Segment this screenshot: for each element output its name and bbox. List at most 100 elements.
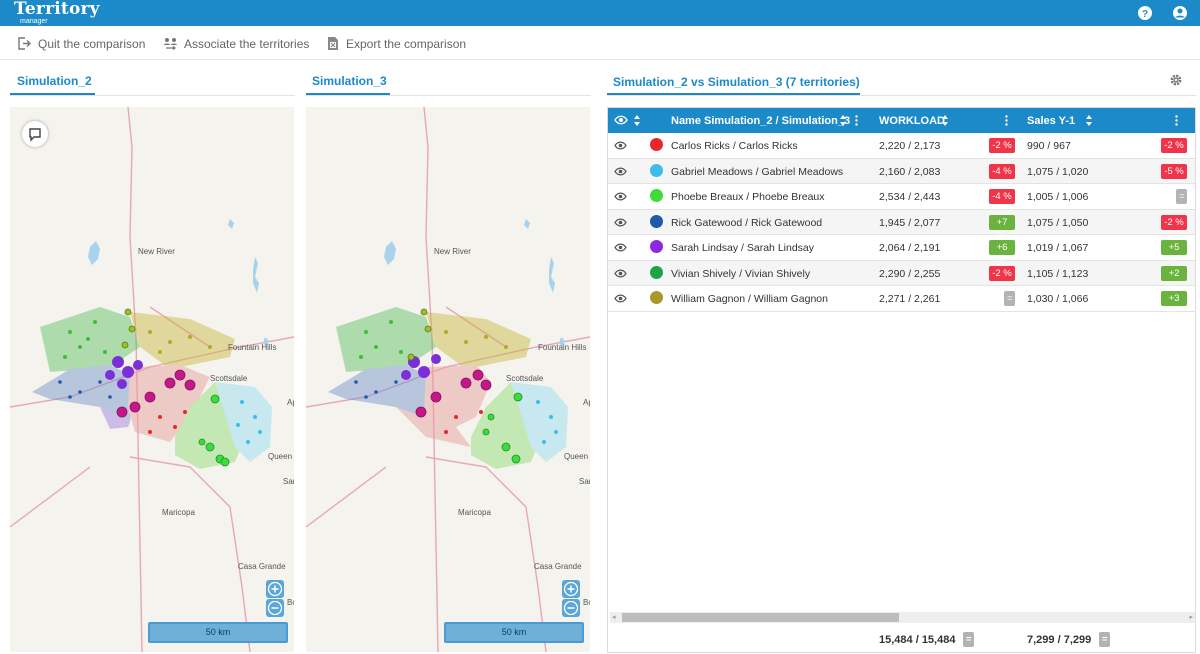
eye-icon[interactable] xyxy=(614,218,627,227)
table-row[interactable]: Carlos Ricks / Carlos Ricks 2,220 / 2,173… xyxy=(608,133,1195,159)
map-scale: 50 km xyxy=(148,622,288,643)
territory-color-dot xyxy=(650,163,663,177)
header-workload[interactable]: WORKLOAD xyxy=(879,115,945,127)
tab-underline xyxy=(10,93,95,96)
label-san: San xyxy=(579,477,590,486)
map-simulation-2[interactable]: New River Fountain Hills Scottsdale Quee… xyxy=(10,107,294,652)
tab-simulation-3[interactable]: Simulation_3 xyxy=(306,74,390,96)
territory-color-dot xyxy=(650,214,663,228)
zoom-out-button[interactable] xyxy=(562,599,580,617)
label-b: Bo xyxy=(583,598,590,607)
workload-delta-badge: -4 % xyxy=(989,163,1015,179)
label-casa-grande: Casa Grande xyxy=(534,562,582,571)
sort-icon[interactable] xyxy=(941,115,949,126)
map-roads xyxy=(306,107,590,652)
logo-text: Territory xyxy=(14,0,100,19)
scrollbar-thumb[interactable] xyxy=(622,613,899,622)
comment-icon xyxy=(29,128,41,142)
table-row[interactable]: Sarah Lindsay / Sarah Lindsay 2,064 / 2,1… xyxy=(608,235,1195,268)
column-menu-icon[interactable] xyxy=(1175,115,1178,126)
eye-icon[interactable] xyxy=(614,115,628,125)
sort-icon[interactable] xyxy=(633,115,641,126)
footer-sales-delta: = xyxy=(1099,632,1110,647)
table-header: Name Simulation_2 / Simulation_3 WORKLOA… xyxy=(608,108,1195,133)
zoom-out-button[interactable] xyxy=(266,599,284,617)
divider xyxy=(10,95,295,96)
gear-icon[interactable] xyxy=(1169,73,1183,87)
zoom-in-button[interactable] xyxy=(562,580,580,598)
table-row[interactable]: William Gagnon / William Gagnon 2,271 / 2… xyxy=(608,286,1195,319)
workload-value: 2,534 / 2,443 xyxy=(879,191,941,203)
territory-points xyxy=(354,308,558,464)
sales-value: 1,019 / 1,067 xyxy=(1027,242,1089,254)
people-link-icon xyxy=(164,38,177,50)
label-fountain-hills: Fountain Hills xyxy=(538,343,586,352)
exit-icon xyxy=(18,37,31,50)
sort-icon[interactable] xyxy=(839,115,847,126)
quit-comparison-button[interactable]: Quit the comparison xyxy=(17,36,145,51)
export-file-icon xyxy=(328,37,338,50)
table-row[interactable]: Vivian Shively / Vivian Shively 2,290 / 2… xyxy=(608,260,1195,294)
sales-delta-badge: +5 % xyxy=(1161,240,1187,268)
workload-delta-badge: -4 % xyxy=(989,189,1015,204)
divider xyxy=(306,95,591,96)
territory-regions xyxy=(32,307,272,469)
sales-delta-badge: -2 % xyxy=(1161,214,1187,230)
zoom-in-button[interactable] xyxy=(266,580,284,598)
app-logo[interactable]: Territory manager xyxy=(14,0,100,26)
label-san: San xyxy=(283,477,294,486)
header-sales[interactable]: Sales Y-1 xyxy=(1027,115,1076,127)
plus-icon xyxy=(563,581,579,597)
workload-delta-badge: = xyxy=(1004,291,1015,306)
comment-button[interactable] xyxy=(22,121,48,147)
sales-delta-badge: = xyxy=(1176,189,1187,204)
territory-color-dot xyxy=(650,240,663,253)
export-comparison-label: Export the comparison xyxy=(346,36,467,51)
sales-delta-badge: -2 % xyxy=(1161,138,1187,153)
workload-value: 2,290 / 2,255 xyxy=(879,267,941,280)
map-place-labels: New River Fountain Hills Scottsdale Quee… xyxy=(138,247,294,607)
territory-name: Phoebe Breaux / Phoebe Breaux xyxy=(671,191,825,203)
export-comparison-button[interactable]: Export the comparison xyxy=(326,36,466,51)
table-row[interactable]: Gabriel Meadows / Gabriel Meadows 2,160 /… xyxy=(608,158,1195,184)
horizontal-scrollbar[interactable]: ◂ ▸ xyxy=(610,612,1195,623)
scroll-right-icon[interactable]: ▸ xyxy=(1189,614,1193,621)
map-canvas[interactable]: New River Fountain Hills Scottsdale Quee… xyxy=(306,107,590,652)
map-simulation-3[interactable]: New River Fountain Hills Scottsdale Quee… xyxy=(306,107,590,652)
sales-value: 1,105 / 1,123 xyxy=(1027,267,1089,280)
eye-icon[interactable] xyxy=(614,294,627,303)
territory-color-dot xyxy=(650,138,663,151)
territory-color-dot xyxy=(650,291,663,304)
territory-regions xyxy=(328,307,568,469)
top-bar: Territory manager ? xyxy=(0,0,1200,26)
territory-name: Sarah Lindsay / Sarah Lindsay xyxy=(671,242,815,254)
map-scale: 50 km xyxy=(444,622,584,643)
eye-icon[interactable] xyxy=(614,192,627,201)
label-b: Bo xyxy=(287,598,294,607)
comparison-title-text: Simulation_2 vs Simulation_3 (7 territor… xyxy=(613,75,860,89)
eye-icon[interactable] xyxy=(614,269,627,278)
territory-name: Vivian Shively / Vivian Shively xyxy=(671,267,811,280)
label-apache: Ap xyxy=(583,398,590,407)
sales-value: 1,075 / 1,020 xyxy=(1027,165,1089,178)
sort-icon[interactable] xyxy=(1085,115,1093,126)
help-icon[interactable]: ? xyxy=(1137,5,1153,21)
label-scottsdale: Scottsdale xyxy=(210,374,248,383)
eye-icon[interactable] xyxy=(614,167,627,176)
table-row[interactable]: Phoebe Breaux / Phoebe Breaux 2,534 / 2,4… xyxy=(608,184,1195,210)
eye-icon[interactable] xyxy=(614,141,627,150)
column-menu-icon[interactable] xyxy=(1005,115,1008,126)
tab-simulation-2-label: Simulation_2 xyxy=(17,74,92,88)
footer-sales-total: 7,299 / 7,299 xyxy=(1027,634,1092,646)
header-name[interactable]: Name Simulation_2 / Simulation_3 xyxy=(671,115,851,127)
associate-territories-button[interactable]: Associate the territories xyxy=(163,36,309,51)
scroll-left-icon[interactable]: ◂ xyxy=(612,614,616,621)
user-icon[interactable] xyxy=(1172,5,1188,21)
map-canvas[interactable]: New River Fountain Hills Scottsdale Quee… xyxy=(10,107,294,652)
tab-simulation-2[interactable]: Simulation_2 xyxy=(10,74,95,96)
table-row[interactable]: Rick Gatewood / Rick Gatewood 1,945 / 2,0… xyxy=(608,209,1195,243)
divider xyxy=(607,95,1196,96)
eye-icon[interactable] xyxy=(614,243,627,252)
workload-delta-badge: +6 % xyxy=(989,240,1015,268)
column-menu-icon[interactable] xyxy=(855,115,858,126)
